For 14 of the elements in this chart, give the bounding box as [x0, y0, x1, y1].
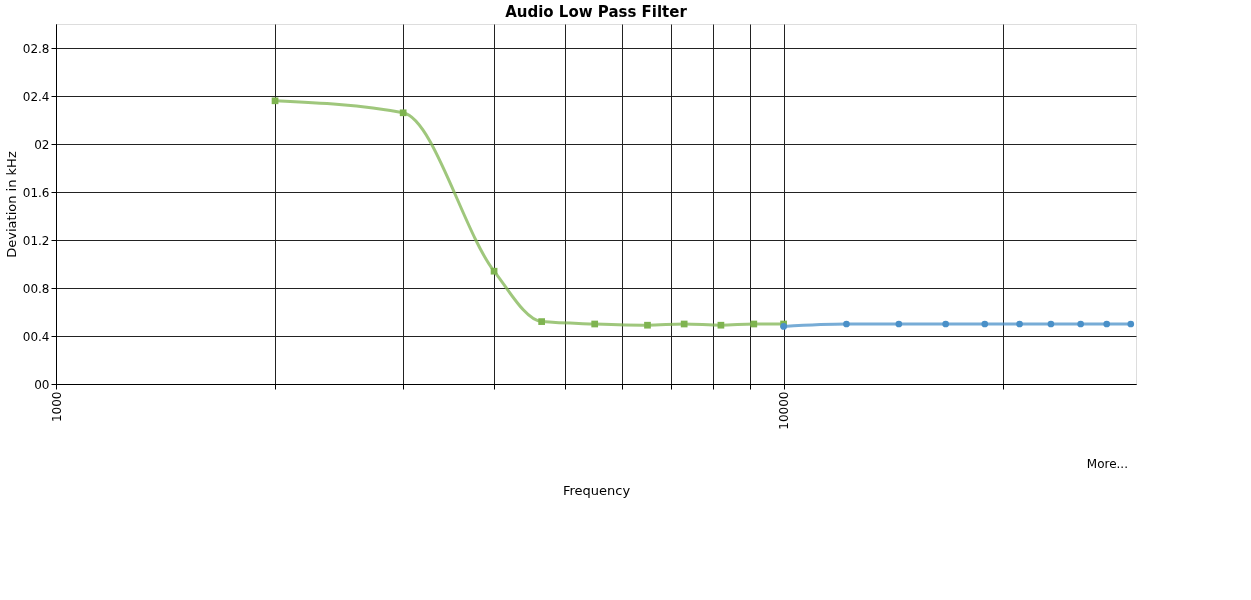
- x-axis-title: Frequency: [562, 482, 631, 498]
- y-tick-label: 02.4: [22, 89, 50, 104]
- y-tick-label: 02.8: [22, 41, 50, 56]
- y-tick-label: 01.6: [22, 185, 50, 200]
- y-axis-title: Deviation in kHz: [3, 151, 19, 258]
- y-tick-label: 01.2: [22, 233, 50, 248]
- y-tick-label: 00.8: [22, 281, 50, 296]
- x-tick-label: 1000: [49, 391, 64, 423]
- y-tick-label: 02: [34, 137, 50, 152]
- x-tick-label: 10000: [777, 391, 792, 430]
- y-tick-label: 00: [34, 377, 50, 392]
- chart-title: Audio Low Pass Filter: [505, 3, 688, 21]
- text: More...: [1086, 457, 1128, 471]
- y-tick-label: 00.4: [22, 329, 50, 344]
